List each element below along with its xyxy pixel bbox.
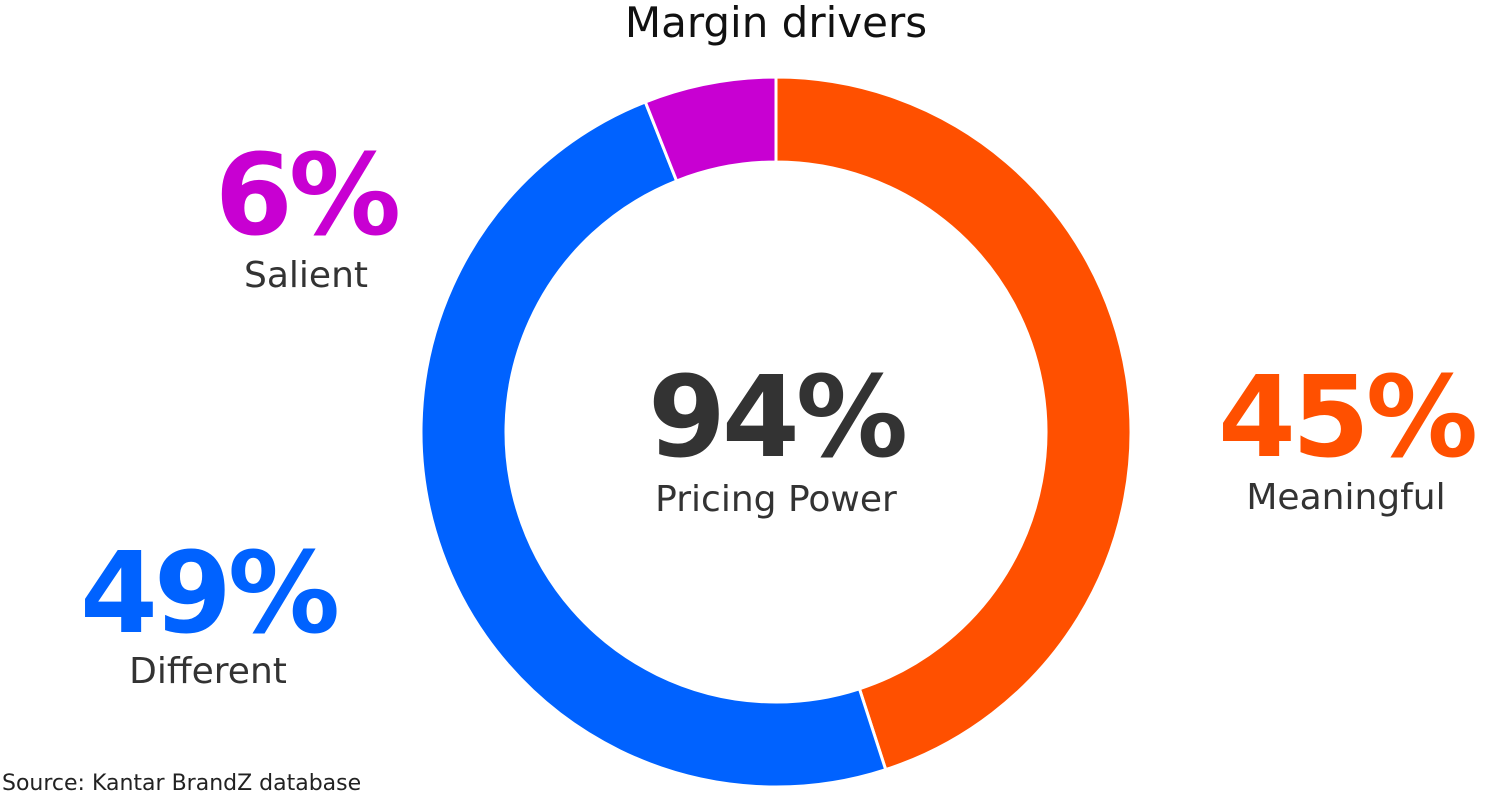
center-value: 94% [647,353,908,483]
slice-label-salient: Salient [244,255,368,296]
slice-salient [643,75,778,183]
slice-value-salient: 6% [214,131,401,261]
slice-value-different: 49% [79,529,340,659]
slice-value-meaningful: 45% [1217,353,1478,483]
center-label: Pricing Power [655,479,897,520]
chart-title: Margin drivers [624,0,928,47]
slice-label-different: Different [129,651,287,692]
slice-meaningful [774,75,1133,772]
source-note: Source: Kantar BrandZ database [2,771,362,796]
slice-label-meaningful: Meaningful [1246,477,1446,518]
slice-different [419,99,888,789]
